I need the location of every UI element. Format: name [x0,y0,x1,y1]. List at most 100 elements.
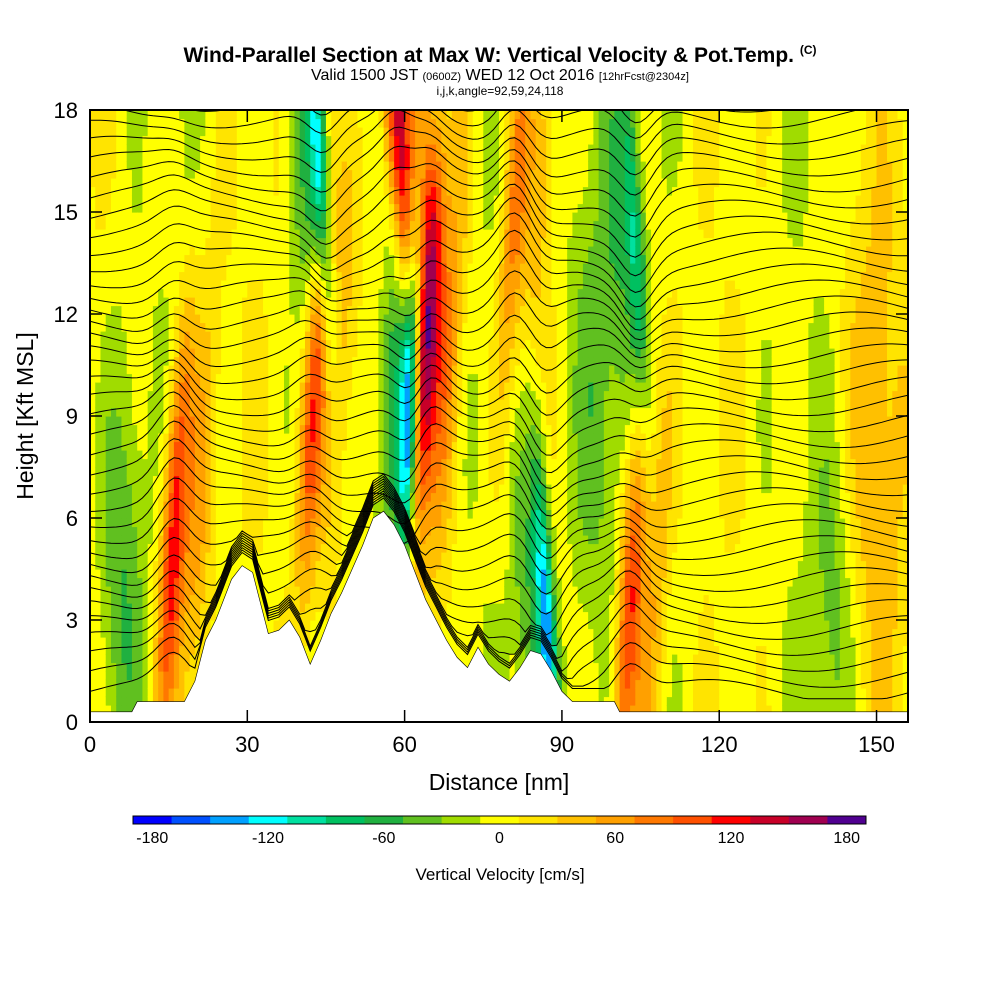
velocity-cell [273,475,280,485]
velocity-cell [357,118,364,128]
velocity-cell [121,178,128,188]
velocity-cell [131,441,138,451]
velocity-cell [430,560,437,570]
velocity-cell [116,467,123,477]
velocity-cell [320,365,327,375]
velocity-cell [357,365,364,375]
velocity-cell [252,365,259,375]
velocity-cell [367,169,374,179]
velocity-cell [105,271,112,281]
velocity-cell [331,441,338,451]
velocity-cell [105,620,112,630]
velocity-cell [215,195,222,205]
velocity-cell [221,331,227,341]
velocity-cell [126,679,133,689]
velocity-cell [430,144,437,154]
velocity-cell [163,441,170,451]
velocity-cell [310,620,317,630]
velocity-cell [121,152,128,162]
velocity-cell [163,475,170,485]
velocity-cell [179,390,185,400]
velocity-cell [257,390,264,400]
velocity-cell [336,305,343,315]
velocity-cell [184,535,191,545]
velocity-cell [383,339,390,349]
velocity-cell [294,331,301,341]
velocity-cell [90,484,96,494]
velocity-cell [147,501,154,511]
velocity-cell [341,297,348,307]
velocity-cell [173,390,180,400]
velocity-cell [268,458,275,468]
velocity-cell [247,348,254,358]
velocity-cell [242,407,248,417]
velocity-cell [289,229,296,239]
velocity-cell [158,288,165,298]
velocity-cell [352,416,359,426]
velocity-cell [451,577,458,587]
velocity-cell [299,586,306,596]
velocity-cell [341,331,348,341]
velocity-cell [357,339,364,349]
velocity-cell [142,586,149,596]
velocity-cell [163,586,170,596]
velocity-cell [173,654,180,664]
velocity-cell [383,484,390,494]
velocity-cell [163,203,170,213]
velocity-cell [336,254,343,264]
velocity-cell [179,356,185,366]
velocity-cell [200,178,206,188]
velocity-cell [158,390,165,400]
velocity-cell [210,569,217,579]
velocity-cell [226,246,233,256]
velocity-cell [373,161,379,171]
velocity-cell [388,484,395,494]
velocity-cell [116,569,123,579]
velocity-cell [320,305,327,315]
velocity-cell [294,526,301,536]
velocity-cell [226,501,233,511]
velocity-cell [278,569,285,579]
velocity-cell [131,526,138,536]
velocity-cell [105,492,112,502]
velocity-cell [95,186,102,196]
velocity-cell [373,169,379,179]
velocity-cell [179,407,185,417]
velocity-cell [289,135,296,145]
velocity-cell [142,288,149,298]
velocity-cell [252,441,259,451]
velocity-cell [173,356,180,366]
velocity-cell [242,543,248,553]
velocity-cell [315,518,322,528]
velocity-cell [189,552,196,562]
velocity-cell [315,467,322,477]
velocity-cell [116,178,123,188]
velocity-cell [152,348,159,358]
velocity-cell [236,144,243,154]
velocity-cell [346,305,353,315]
velocity-cell [100,492,107,502]
velocity-cell [205,509,212,519]
velocity-cell [95,518,102,528]
velocity-cell [278,382,285,392]
velocity-cell [320,263,327,273]
velocity-cell [320,475,327,485]
velocity-cell [116,518,123,528]
velocity-cell [373,118,379,128]
velocity-cell [158,169,165,179]
velocity-cell [194,645,201,655]
title-block: Wind-Parallel Section at Max W: Vertical… [0,38,1000,97]
velocity-cell [415,195,421,205]
velocity-cell [137,254,144,264]
velocity-cell [137,305,144,315]
velocity-cell [304,356,311,366]
velocity-cell [184,110,191,120]
velocity-cell [420,339,427,349]
velocity-cell [415,526,421,536]
velocity-cell [446,263,453,273]
velocity-cell [346,110,353,120]
velocity-cell [90,169,96,179]
velocity-cell [399,475,406,485]
velocity-cell [399,169,406,179]
velocity-cell [320,314,327,324]
